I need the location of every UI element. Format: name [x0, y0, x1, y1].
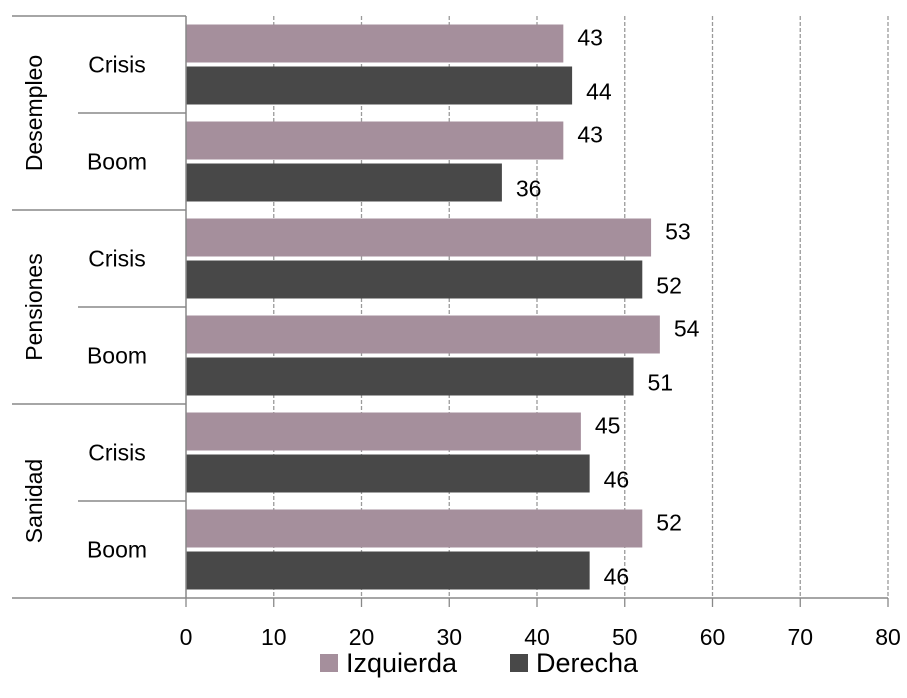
data-label: 43: [577, 25, 603, 51]
data-label: 53: [665, 219, 691, 245]
axes: [12, 15, 889, 607]
category-label: Boom: [87, 537, 147, 563]
category-label: Boom: [87, 343, 147, 369]
data-label: 54: [674, 316, 700, 342]
bar-derecha-1: [186, 163, 502, 202]
category-label: Boom: [87, 149, 147, 175]
bar-derecha-4: [186, 454, 590, 493]
x-tick-label: 30: [436, 624, 462, 650]
x-tick-label: 10: [261, 624, 287, 650]
bar-izquierda-0: [186, 24, 564, 63]
bar-izquierda-2: [186, 218, 652, 257]
group-label: Pensiones: [21, 253, 47, 360]
legend-label-derecha: Derecha: [536, 648, 639, 678]
bar-derecha-2: [186, 260, 643, 299]
category-label: Crisis: [88, 52, 146, 78]
x-tick-label: 60: [700, 624, 726, 650]
category-label: Crisis: [88, 246, 146, 272]
legend: Izquierda Derecha: [320, 648, 639, 678]
data-label: 52: [656, 273, 682, 299]
x-tick-label: 80: [875, 624, 901, 650]
category-label: Crisis: [88, 440, 146, 466]
x-tick-label: 20: [349, 624, 375, 650]
labels: 0 10 20 30 40 50 60 70 80 43 44 43 36 53 52 54 51 45 46 52 4…: [21, 25, 901, 651]
x-tick-label: 0: [180, 624, 193, 650]
bar-izquierda-1: [186, 121, 564, 160]
data-label: 46: [604, 564, 630, 590]
bar-derecha-3: [186, 357, 634, 396]
data-label: 46: [604, 467, 630, 493]
x-tick-label: 70: [787, 624, 813, 650]
gridlines: [273, 16, 889, 598]
bar-izquierda-5: [186, 509, 643, 548]
data-label: 36: [516, 176, 542, 202]
bar-izquierda-4: [186, 412, 581, 451]
group-label: Desempleo: [21, 55, 47, 171]
data-label: 43: [577, 122, 603, 148]
legend-label-izquierda: Izquierda: [346, 648, 458, 678]
data-label: 44: [586, 79, 612, 105]
bar-derecha-5: [186, 551, 590, 590]
group-label: Sanidad: [21, 459, 47, 543]
data-label: 52: [656, 510, 682, 536]
bar-derecha-0: [186, 66, 573, 105]
bar-izquierda-3: [186, 315, 660, 354]
bars: [186, 24, 660, 590]
data-label: 51: [648, 370, 674, 396]
x-tick-label: 50: [612, 624, 638, 650]
legend-swatch-izquierda: [320, 654, 338, 672]
x-tick-label: 40: [524, 624, 550, 650]
data-label: 45: [595, 413, 621, 439]
legend-swatch-derecha: [510, 654, 528, 672]
